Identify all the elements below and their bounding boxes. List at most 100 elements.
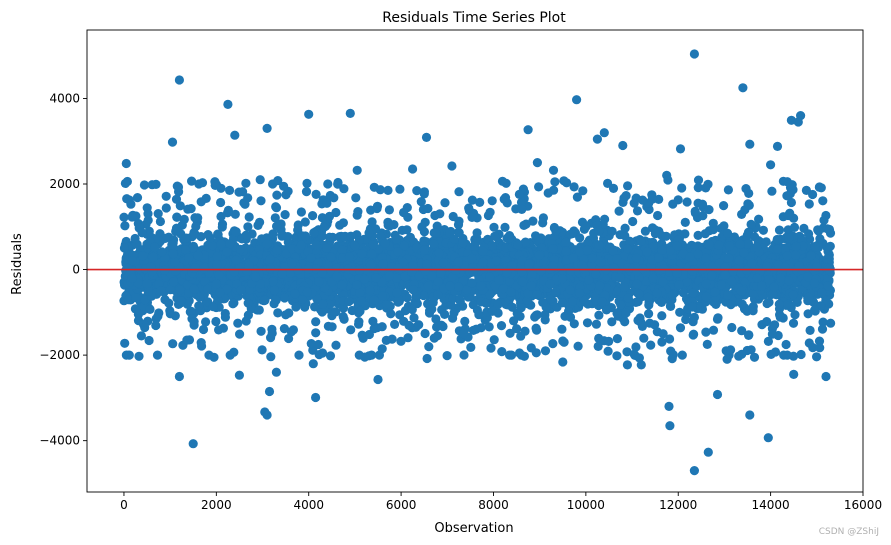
data-point (726, 300, 736, 310)
data-point (130, 233, 140, 244)
data-point (399, 240, 409, 251)
data-point (165, 285, 175, 295)
data-point (143, 215, 153, 225)
data-point (582, 318, 593, 328)
data-point (120, 221, 130, 231)
data-point (640, 226, 651, 236)
data-point (565, 285, 575, 295)
data-point (384, 205, 394, 215)
data-point (666, 301, 676, 311)
data-point (538, 297, 548, 307)
data-point (332, 263, 342, 273)
data-point (608, 246, 618, 256)
data-point (260, 295, 270, 305)
data-point (449, 308, 459, 318)
data-point (272, 245, 282, 255)
data-point (658, 277, 668, 287)
data-point (654, 253, 664, 263)
data-point (689, 312, 700, 322)
data-point (140, 295, 150, 305)
data-point (490, 231, 500, 241)
data-point (143, 286, 153, 296)
data-point (665, 334, 675, 344)
data-point (776, 273, 786, 283)
data-point (134, 223, 144, 233)
data-point (271, 295, 281, 305)
data-point (487, 240, 497, 251)
data-point (293, 220, 303, 230)
data-point (693, 249, 703, 259)
data-point (311, 317, 321, 327)
data-point (767, 186, 777, 196)
data-point (119, 243, 129, 253)
data-point (400, 271, 410, 282)
data-point (311, 189, 321, 199)
data-point (750, 232, 760, 242)
data-point (338, 303, 349, 313)
data-point (825, 241, 835, 251)
data-point (764, 297, 774, 307)
data-point (620, 231, 630, 241)
data-point (472, 228, 482, 238)
data-point (772, 234, 782, 245)
data-point (359, 274, 370, 284)
data-point (520, 237, 531, 247)
data-point (168, 277, 179, 287)
data-point (823, 281, 833, 291)
data-point (131, 293, 141, 303)
data-point (254, 305, 264, 315)
data-point (546, 294, 556, 304)
data-point (171, 194, 182, 204)
data-point (150, 242, 160, 252)
data-point (506, 287, 516, 297)
data-point (657, 311, 667, 321)
data-point (377, 291, 387, 301)
data-point (186, 306, 196, 316)
data-point (467, 195, 477, 205)
data-point (231, 255, 241, 265)
data-point (189, 284, 199, 294)
data-point (701, 291, 711, 302)
data-point (431, 228, 441, 238)
data-point (357, 249, 367, 259)
data-point (700, 229, 710, 239)
data-point (536, 266, 546, 276)
data-point (215, 287, 225, 298)
data-point (505, 276, 515, 286)
data-point (300, 217, 310, 227)
data-point (746, 219, 756, 229)
data-point (485, 272, 495, 282)
data-point (433, 289, 443, 300)
data-point (540, 315, 550, 325)
data-point (724, 241, 735, 251)
data-point (619, 251, 629, 262)
data-point (400, 306, 411, 316)
data-point (644, 309, 654, 319)
data-point (522, 295, 533, 305)
data-point (157, 247, 167, 257)
data-point (557, 298, 568, 308)
data-point (325, 299, 335, 309)
data-point (687, 302, 698, 312)
data-point (323, 179, 333, 189)
data-point (462, 285, 472, 295)
data-point (287, 244, 297, 254)
data-point (566, 266, 576, 276)
data-point (768, 289, 778, 299)
data-point (568, 296, 578, 306)
data-point (575, 233, 585, 243)
data-point (798, 241, 808, 251)
data-point (407, 304, 417, 315)
data-point (648, 273, 658, 283)
data-point (412, 186, 422, 196)
data-point (681, 314, 691, 325)
data-point (594, 240, 604, 250)
data-point (325, 232, 335, 242)
data-point (243, 298, 253, 308)
data-point (393, 263, 403, 273)
data-point (270, 213, 280, 223)
data-point (337, 280, 347, 290)
data-point (207, 241, 217, 251)
data-point (390, 319, 400, 329)
